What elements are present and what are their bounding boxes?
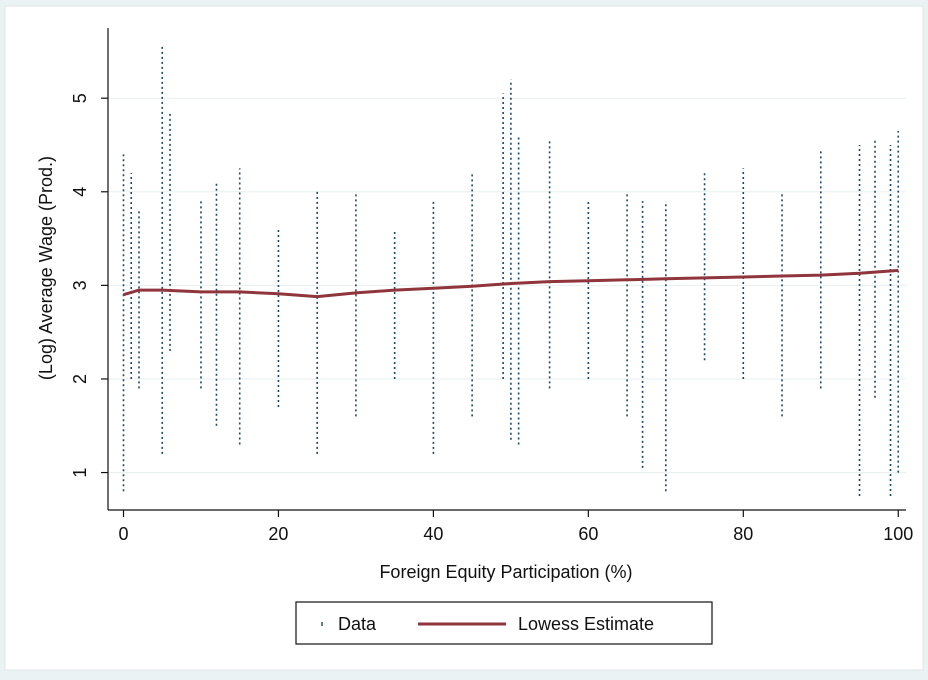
legend-data-label: Data	[338, 614, 377, 634]
chart-panel	[4, 5, 924, 671]
x-axis-label: Foreign Equity Participation (%)	[379, 562, 632, 582]
gridlines	[108, 97, 906, 474]
tick-labels: 0 20 40 60 80 100 1 2 3 4 5	[70, 93, 913, 544]
x-tick-label: 40	[423, 524, 443, 544]
data-points	[122, 46, 900, 496]
y-axis-label: (Log) Average Wage (Prod.)	[36, 156, 56, 380]
y-tick-label: 2	[70, 374, 90, 384]
y-tick-label: 4	[70, 187, 90, 197]
y-tick-label: 1	[70, 468, 90, 478]
legend-lowess-label: Lowess Estimate	[518, 614, 654, 634]
axes	[101, 28, 906, 517]
x-tick-label: 0	[118, 524, 128, 544]
y-tick-label: 5	[70, 93, 90, 103]
y-tick-label: 3	[70, 280, 90, 290]
x-tick-label: 100	[883, 524, 913, 544]
x-tick-label: 20	[268, 524, 288, 544]
lowess-line	[123, 268, 899, 299]
x-tick-label: 80	[733, 524, 753, 544]
legend: Data Lowess Estimate	[295, 601, 713, 645]
lowess-line-layer	[123, 268, 899, 299]
x-tick-label: 60	[578, 524, 598, 544]
